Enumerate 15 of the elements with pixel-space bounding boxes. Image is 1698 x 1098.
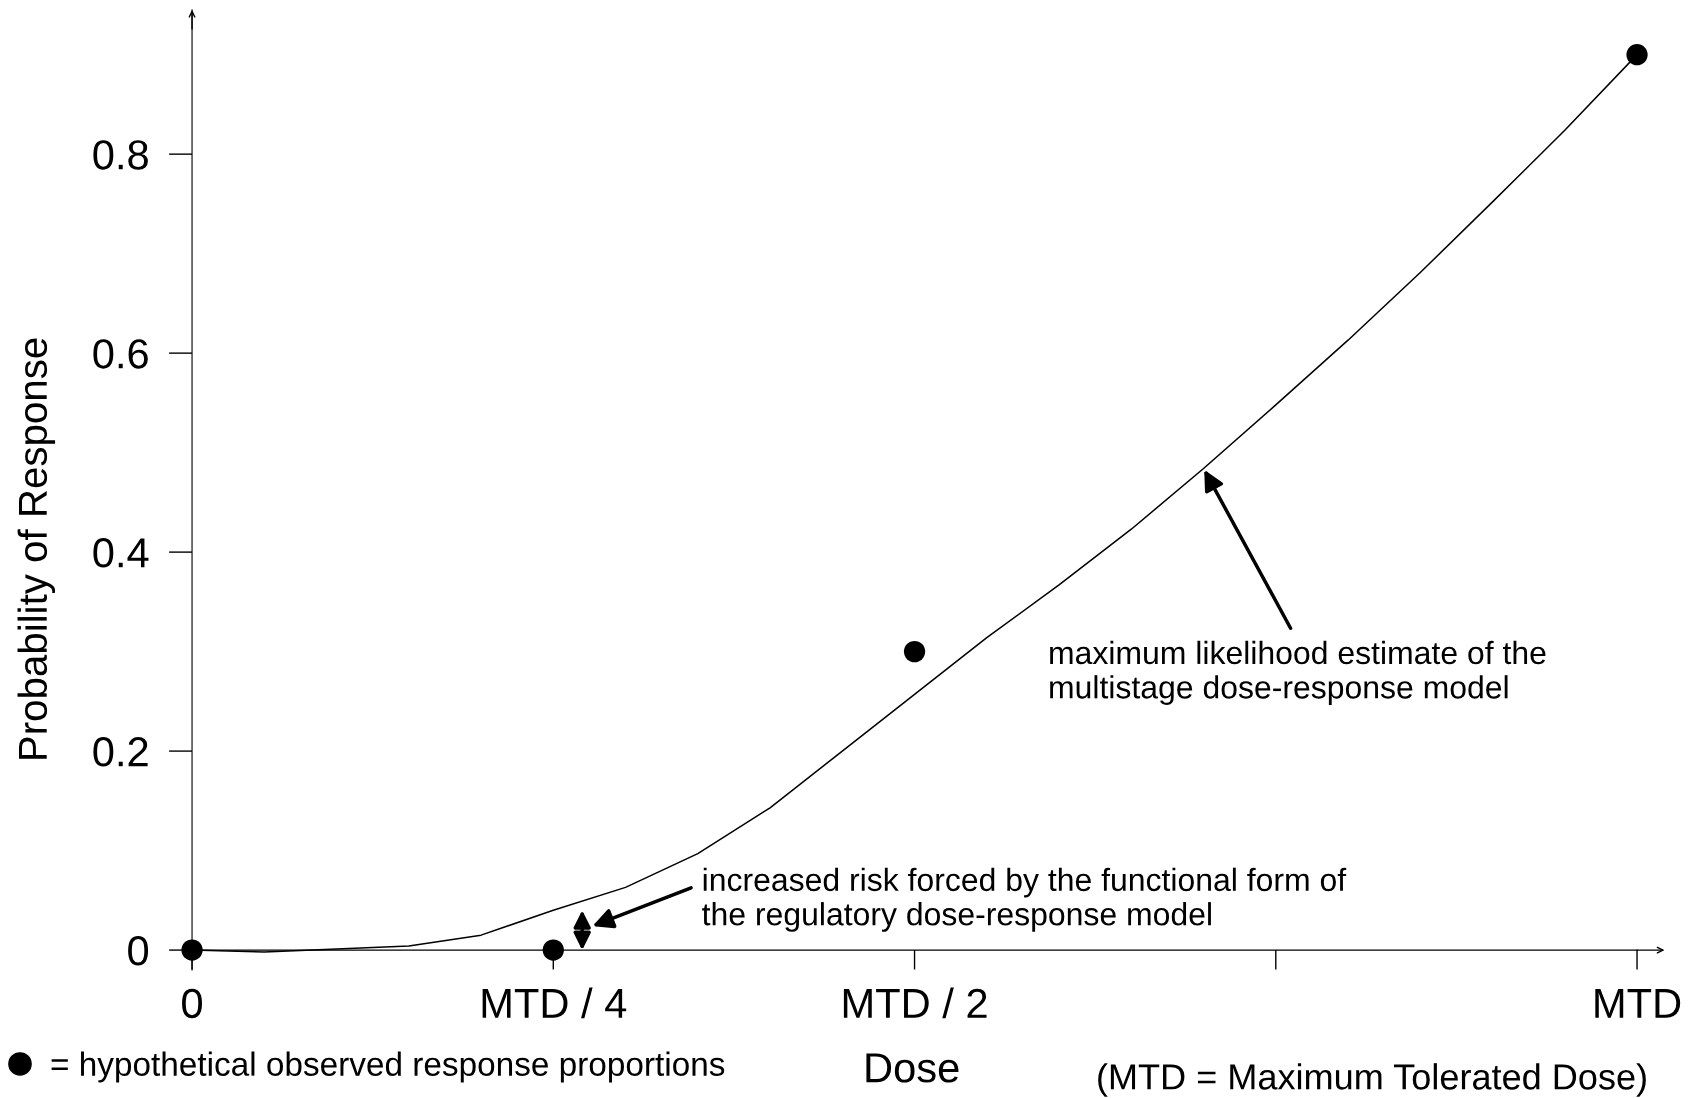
y-tick-label: 0.6 <box>93 339 148 369</box>
x-tick-label: MTD <box>1595 989 1681 1018</box>
y-axis-title: Probability of Response <box>17 338 56 759</box>
y-tick-label: 0.4 <box>93 538 149 568</box>
text: (MTD = Maximum Tolerated Dose) <box>1098 1063 1646 1097</box>
y-tick-label: 0.8 <box>93 140 148 170</box>
y-tick-label: 0 <box>128 936 149 966</box>
y-tick-label: 0.2 <box>93 737 148 767</box>
annotation: increased risk forced by the functional form of the regulatory dose-response model <box>702 867 1347 932</box>
annotation: maximum likelihood estimate of the multistage dose-response model <box>1050 640 1546 705</box>
x-tick-label: MTD / 2 <box>843 987 987 1019</box>
x-axis-title: Dose <box>866 1053 959 1083</box>
x-tick-label: 0 <box>182 988 202 1019</box>
legend-label: = hypothetical observed response proportions <box>51 1051 725 1083</box>
x-tick-label: MTD / 4 <box>482 987 627 1019</box>
